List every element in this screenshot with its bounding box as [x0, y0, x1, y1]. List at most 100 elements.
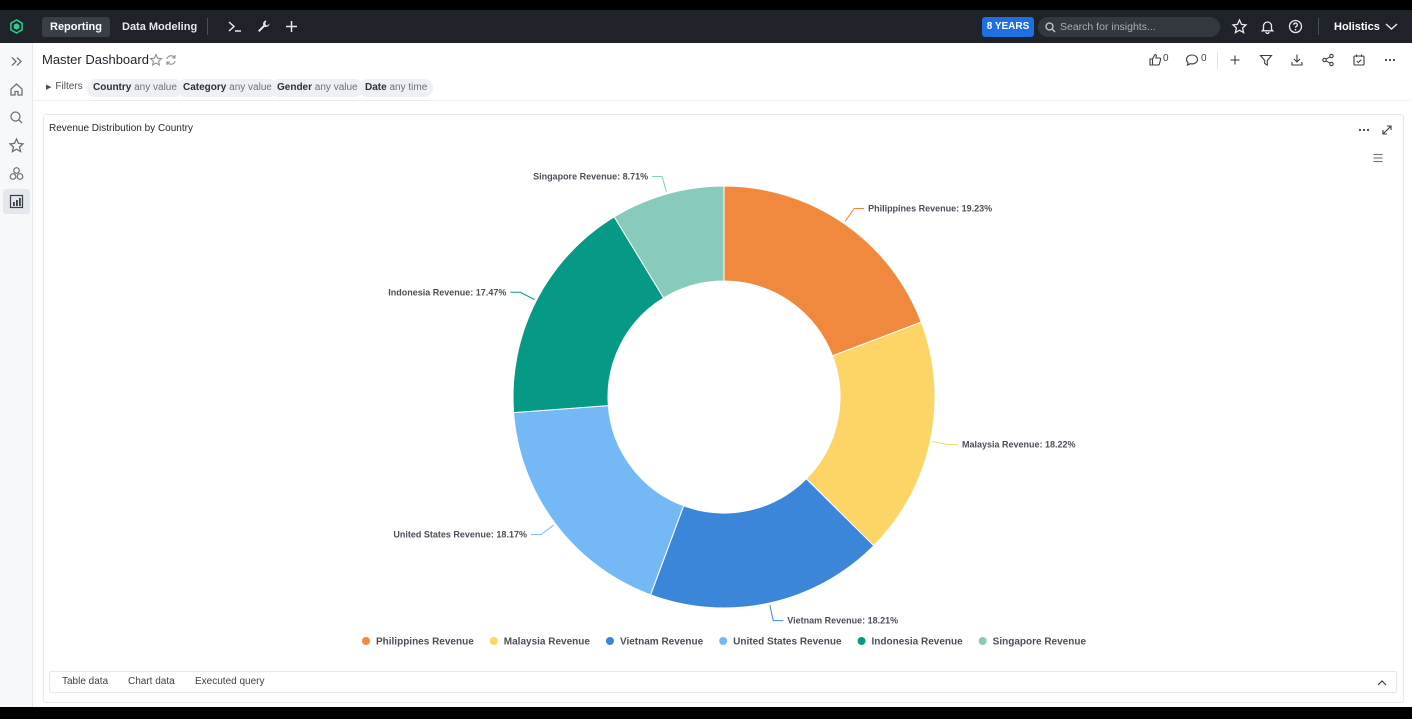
legend-item-vietnam-revenue[interactable]: Vietnam Revenue — [605, 637, 704, 648]
chart-menu-icon[interactable] — [1371, 151, 1385, 165]
user-menu[interactable]: Holistics — [1334, 21, 1380, 33]
legend-item-philippines-revenue[interactable]: Philippines Revenue — [361, 637, 474, 648]
search-icon[interactable] — [8, 109, 25, 126]
filter-chip-value: any time — [389, 82, 428, 93]
filter-bar: ▶ Filters Country any value Category any … — [34, 77, 1412, 101]
slice-data-label: United States Revenue: 18.17% — [393, 530, 527, 540]
help-icon[interactable] — [1287, 18, 1304, 35]
legend-label: Singapore Revenue — [993, 637, 1087, 648]
filter-chip-name: Date — [365, 82, 387, 93]
caret-right-icon: ▶ — [46, 84, 52, 91]
legend-label: Malaysia Revenue — [504, 637, 591, 648]
filters-label: Filters — [55, 81, 83, 92]
tab-data-modeling[interactable]: Data Modeling — [122, 21, 198, 33]
filter-chip-value: any value — [134, 82, 177, 93]
slice-data-label: Singapore Revenue: 8.71% — [533, 172, 648, 182]
widget-bottom-tabs: Table data Chart data Executed query — [49, 671, 1397, 693]
filter-chip-gender[interactable]: Gender any value — [271, 79, 364, 97]
app-window: Reporting Data Modeling 8 YEARS — [0, 10, 1412, 707]
legend-label: Vietnam Revenue — [620, 637, 704, 648]
years-badge-button[interactable]: 8 YEARS — [982, 17, 1034, 37]
filter-chip-value: any value — [314, 82, 358, 93]
terminal-icon[interactable] — [226, 18, 243, 35]
download-icon[interactable] — [1290, 53, 1304, 67]
filter-icon[interactable] — [1259, 53, 1273, 67]
slice-singapore-revenue[interactable] — [613, 185, 725, 299]
donut-chart: Philippines Revenue: 19.23% Malaysia Reve… — [361, 172, 1087, 648]
legend-swatch — [719, 637, 728, 645]
like-count: 0 — [1163, 53, 1169, 64]
add-icon[interactable] — [1228, 53, 1242, 67]
legend-swatch — [489, 637, 498, 645]
filters-toggle[interactable]: ▶ Filters — [46, 81, 83, 92]
share-icon[interactable] — [1321, 53, 1335, 67]
widget-more-icon[interactable] — [1357, 123, 1371, 137]
plus-icon[interactable] — [283, 18, 300, 35]
dashboard-icon[interactable] — [8, 193, 25, 210]
wrench-icon[interactable] — [255, 18, 272, 35]
filter-chip-category[interactable]: Category any value — [177, 79, 278, 97]
datasets-icon[interactable] — [8, 165, 25, 182]
legend-item-singapore-revenue[interactable]: Singapore Revenue — [978, 637, 1087, 648]
favorite-star-icon[interactable] — [149, 53, 163, 67]
widget-title: Revenue Distribution by Country — [49, 123, 193, 134]
tab-chart-data[interactable]: Chart data — [128, 676, 175, 687]
filter-chip-name: Category — [183, 82, 227, 93]
slice-malaysia-revenue[interactable] — [805, 321, 936, 547]
filter-chip-date[interactable]: Date any time — [359, 79, 434, 97]
legend-item-malaysia-revenue[interactable]: Malaysia Revenue — [489, 637, 591, 648]
legend-swatch — [857, 637, 866, 645]
legend-swatch — [605, 637, 614, 645]
top-bar: Reporting Data Modeling 8 YEARS — [0, 10, 1412, 43]
star-icon[interactable] — [8, 137, 25, 154]
search-box[interactable] — [1038, 17, 1220, 37]
search-icon — [1045, 22, 1056, 33]
dashboard-header: Master Dashboard 0 0 — [34, 43, 1412, 77]
comment-count: 0 — [1201, 53, 1207, 64]
refresh-icon[interactable] — [164, 53, 178, 67]
collapse-icon[interactable] — [1380, 123, 1394, 137]
filter-chip-name: Country — [93, 82, 132, 93]
legend-swatch — [978, 637, 987, 645]
search-input[interactable] — [1060, 19, 1210, 35]
tab-reporting[interactable]: Reporting — [42, 17, 110, 37]
chevron-down-icon[interactable] — [1383, 18, 1400, 35]
slice-vietnam-revenue[interactable] — [649, 478, 875, 609]
slice-data-label: Indonesia Revenue: 17.47% — [388, 287, 506, 297]
slice-data-label: Malaysia Revenue: 18.22% — [962, 440, 1076, 450]
star-icon[interactable] — [1231, 18, 1248, 35]
legend-item-united-states-revenue[interactable]: United States Revenue — [719, 637, 842, 648]
slice-data-label: Philippines Revenue: 19.23% — [868, 204, 992, 214]
slice-philippines-revenue[interactable] — [723, 185, 922, 357]
legend-swatch — [361, 637, 370, 645]
slice-data-label: Vietnam Revenue: 18.21% — [787, 616, 898, 626]
legend-label: Indonesia Revenue — [872, 637, 964, 648]
filter-chip-value: any value — [229, 82, 272, 93]
expand-icon[interactable] — [8, 53, 25, 70]
slice-leader-line — [510, 291, 535, 301]
bell-icon[interactable] — [1259, 18, 1276, 35]
slice-indonesia-revenue[interactable] — [512, 216, 665, 414]
comment-icon[interactable] — [1185, 53, 1199, 67]
home-icon[interactable] — [8, 81, 25, 98]
filter-chip-country[interactable]: Country any value — [87, 79, 183, 97]
chevron-up-icon[interactable] — [1376, 677, 1388, 689]
divider — [1318, 18, 1319, 35]
slice-leader-line — [932, 440, 958, 446]
legend-item-indonesia-revenue[interactable]: Indonesia Revenue — [857, 637, 964, 648]
divider — [207, 18, 208, 35]
tab-executed-query[interactable]: Executed query — [195, 676, 265, 687]
more-icon[interactable] — [1383, 53, 1397, 67]
left-sidebar — [0, 43, 33, 707]
slice-leader-line — [844, 208, 865, 222]
legend-label: United States Revenue — [733, 637, 842, 648]
slice-united-states-revenue[interactable] — [513, 405, 685, 596]
schedule-icon[interactable] — [1352, 53, 1366, 67]
like-icon[interactable] — [1148, 53, 1162, 67]
chart-widget: Revenue Distribution by Country Philippi… — [43, 114, 1404, 703]
slice-leader-line — [769, 604, 784, 622]
legend-label: Philippines Revenue — [376, 637, 474, 648]
slice-leader-line — [652, 176, 667, 193]
holistics-logo-icon[interactable] — [9, 19, 24, 34]
tab-table-data[interactable]: Table data — [62, 676, 109, 687]
